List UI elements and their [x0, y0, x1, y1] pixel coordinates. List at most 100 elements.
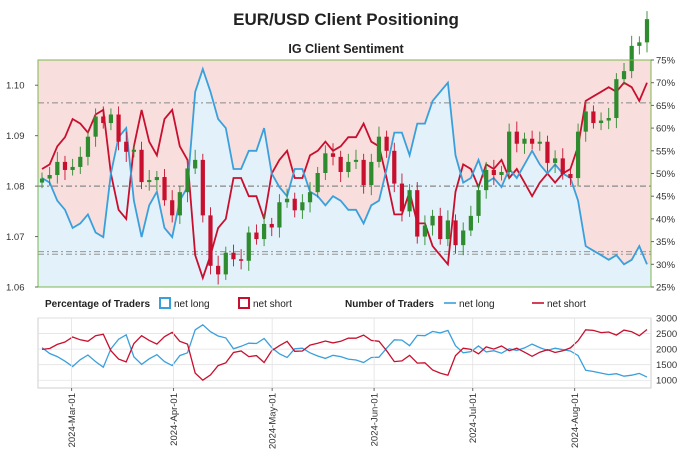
candle-body-7	[93, 116, 98, 137]
candle-body-39	[338, 156, 343, 172]
traders-tick-label: 2500	[656, 329, 677, 340]
date-tick-label: 2024-May-01	[268, 393, 279, 449]
traders-tick-label: 3000	[656, 314, 677, 325]
net-long-pct-line	[41, 66, 648, 266]
candle-body-49	[415, 190, 420, 237]
legend-num-short-label: net short	[547, 299, 586, 310]
candle-body-65	[537, 141, 542, 144]
legend-pct-long-label: net long	[174, 299, 210, 310]
candle-body-34	[300, 202, 305, 211]
traders-tick-label: 2000	[656, 345, 677, 356]
candle-body-41	[353, 159, 359, 162]
candle-body-20	[193, 159, 198, 169]
candle-body-72	[591, 111, 596, 124]
traders-line-net-short	[41, 328, 648, 382]
candle-body-71	[583, 111, 588, 132]
traders-tick-label: 1500	[656, 360, 677, 371]
candle-body-6	[85, 136, 91, 157]
candle-body-50	[422, 225, 428, 237]
percent-tick-label: 45%	[656, 192, 676, 203]
candle-body-24	[223, 252, 228, 275]
candle-body-22	[208, 215, 213, 266]
candle-body-64	[530, 138, 535, 144]
chart-subtitle: IG Client Sentiment	[288, 42, 404, 56]
candle-body-30	[269, 223, 274, 228]
legend-number-heading: Number of Traders	[345, 299, 434, 310]
percent-tick-label: 25%	[656, 283, 676, 294]
candle-body-62	[514, 131, 519, 144]
percent-tick-label: 65%	[656, 101, 676, 112]
legend-pct-short-label: net short	[253, 299, 292, 310]
candle-body-28	[254, 232, 259, 240]
candle-body-17	[170, 200, 175, 216]
candle-body-46	[392, 150, 397, 184]
percent-tick-label: 60%	[656, 124, 676, 135]
date-tick-label: 2024-Jul-01	[468, 393, 479, 443]
candle-body-45	[384, 136, 389, 151]
legend-swatch-pct-short	[238, 297, 250, 309]
date-tick-label: 2024-Mar-01	[67, 393, 78, 447]
candle-body-59	[491, 169, 496, 176]
candle-body-21	[200, 159, 205, 216]
legend-percentage-heading: Percentage of Traders	[45, 299, 150, 310]
candle-body-43	[369, 161, 374, 186]
candle-body-51	[430, 215, 435, 226]
candle-body-52	[438, 215, 443, 240]
candle-body-32	[284, 198, 290, 203]
price-tick-label: 1.06	[6, 283, 25, 294]
candle-body-13	[139, 149, 144, 183]
candle-body-66	[545, 141, 550, 163]
candle-body-36	[315, 172, 320, 193]
candle-body-63	[522, 138, 527, 144]
candle-body-26	[239, 259, 244, 261]
percent-tick-label: 55%	[656, 146, 676, 157]
percent-tick-label: 30%	[656, 260, 676, 271]
candle-body-76	[621, 71, 627, 80]
candle-body-57	[476, 190, 481, 216]
net-short-pct-line	[41, 81, 648, 281]
candle-body-77	[629, 45, 634, 72]
price-sentiment-panel: 1.06 1.07 1.08 1.09 1.10 25% 30% 35% 40% 45% 50% 55…	[6, 11, 676, 294]
candle-body-35	[307, 192, 313, 203]
candle-body-11	[124, 141, 129, 152]
candle-body-79	[644, 19, 650, 43]
candle-body-74	[606, 118, 611, 121]
candle-body-18	[177, 192, 182, 216]
candle-body-55	[461, 230, 466, 246]
legend-swatch-pct-long	[159, 297, 171, 309]
candle-body-61	[507, 131, 512, 172]
candle-body-14	[147, 180, 152, 183]
candle-body-69	[568, 174, 573, 179]
price-tick-label: 1.08	[6, 182, 25, 193]
candle-body-9	[108, 114, 114, 124]
candle-body-58	[484, 169, 489, 191]
candle-body-53	[445, 220, 450, 240]
candle-body-8	[101, 116, 106, 124]
candle-body-75	[614, 79, 619, 119]
candle-body-70	[575, 131, 581, 179]
candle-body-73	[598, 120, 604, 124]
candle-body-2	[55, 161, 60, 176]
candle-body-48	[407, 190, 412, 212]
chart-title: EUR/USD Client Positioning	[233, 10, 459, 29]
number-of-traders-panel: 1000 1500 2000 2500 3000 2024-Mar-01 2024-Apr-…	[37, 314, 677, 449]
candle-body-0	[39, 178, 45, 183]
candle-body-19	[185, 168, 190, 193]
candle-body-40	[346, 161, 351, 172]
price-tick-label: 1.10	[6, 81, 25, 92]
percent-tick-label: 50%	[656, 169, 676, 180]
candle-body-29	[261, 223, 267, 240]
candle-body-78	[637, 42, 642, 46]
candle-body-5	[78, 156, 83, 167]
candle-body-33	[292, 198, 297, 211]
candle-body-31	[277, 202, 282, 228]
candle-body-10	[116, 114, 121, 142]
price-tick-label: 1.07	[6, 232, 25, 243]
candle-body-68	[560, 158, 565, 175]
candle-body-44	[376, 136, 382, 162]
date-tick-label: 2024-Jun-01	[370, 393, 381, 446]
candle-body-27	[246, 232, 251, 261]
candle-body-67	[552, 158, 558, 163]
candle-body-56	[468, 215, 473, 231]
